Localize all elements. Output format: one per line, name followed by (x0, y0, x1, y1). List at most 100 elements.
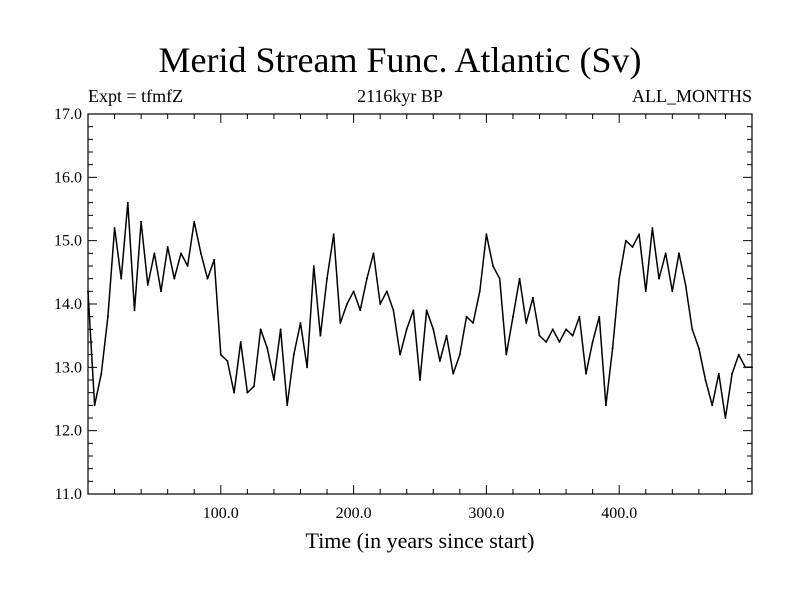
data-point (492, 265, 494, 267)
data-point (618, 277, 621, 280)
data-point (199, 252, 202, 255)
data-point (286, 404, 289, 407)
data-point (724, 417, 727, 419)
data-point (326, 277, 328, 280)
y-tick-label: 15.0 (54, 233, 82, 250)
y-tick-label: 16.0 (54, 169, 82, 186)
data-point (651, 227, 654, 229)
data-point (439, 360, 441, 362)
data-point (518, 277, 521, 280)
data-point (259, 328, 262, 331)
data-point (551, 328, 554, 331)
data-point (658, 277, 660, 280)
data-point (385, 290, 388, 293)
data-point (458, 353, 461, 356)
data-point (472, 322, 475, 324)
plot-frame (87, 113, 753, 495)
data-point (146, 284, 149, 286)
data-point (332, 233, 335, 236)
data-point (266, 347, 269, 350)
data-point (100, 372, 103, 375)
data-point (744, 366, 747, 369)
data-point (312, 265, 315, 267)
data-point (160, 290, 162, 293)
data-point (611, 347, 614, 350)
data-point (704, 379, 707, 381)
data-point (425, 309, 428, 312)
data-point (233, 391, 235, 394)
data-point (558, 341, 561, 343)
data-point (585, 372, 587, 375)
data-point (365, 277, 368, 280)
data-point (346, 303, 348, 305)
data-point (638, 233, 641, 236)
data-point (93, 404, 96, 407)
data-point (697, 347, 700, 350)
data-point (432, 328, 435, 331)
data-point (186, 265, 189, 267)
data-point (538, 334, 541, 337)
data-point (253, 385, 255, 388)
data-point (226, 360, 229, 362)
data-point (392, 309, 395, 312)
data-point (299, 322, 302, 324)
data-point (292, 353, 295, 356)
experiment-label: Expt = tfmfZ (88, 86, 184, 106)
axis-ticks: 11.0 12.0 13.0 14.0 15.0 16.0 17.0 100.0 200.0 30… (54, 106, 752, 522)
data-point (531, 296, 534, 299)
data-point (213, 258, 216, 261)
data-point (512, 315, 514, 318)
x-tick-label: 300.0 (468, 505, 504, 522)
x-tick-label: 400.0 (601, 505, 637, 522)
data-point (359, 309, 362, 312)
data-point (545, 341, 548, 343)
data-point (273, 379, 275, 381)
data-point (664, 252, 667, 255)
data-point (445, 334, 448, 337)
data-point (505, 353, 508, 356)
data-point (691, 328, 694, 331)
data-point (571, 334, 574, 337)
data-point (379, 303, 382, 305)
data-point (578, 315, 581, 318)
data-point (140, 220, 143, 223)
x-axis-label: Time (in years since start) (306, 528, 535, 553)
months-label: ALL_MONTHS (632, 86, 752, 106)
data-point (644, 290, 647, 293)
data-point (525, 322, 528, 324)
time-period-label: 2116kyr BP (357, 86, 443, 106)
data-point (126, 201, 129, 204)
data-point (246, 391, 249, 394)
y-tick-label: 17.0 (54, 106, 82, 123)
data-point (239, 341, 242, 343)
x-tick-label: 100.0 (203, 505, 239, 522)
data-point (180, 252, 182, 255)
y-tick-label: 14.0 (54, 296, 82, 313)
data-point (465, 315, 468, 318)
data-point (319, 334, 322, 337)
data-point (173, 277, 176, 280)
y-tick-label: 11.0 (55, 486, 82, 503)
data-point (405, 328, 408, 331)
y-tick-label: 13.0 (54, 359, 82, 376)
data-point (478, 290, 481, 293)
data-point (751, 366, 753, 369)
data-point (591, 341, 594, 343)
data-point (598, 315, 601, 318)
x-tick-label: 200.0 (336, 505, 372, 522)
data-point (624, 239, 627, 242)
data-point (352, 290, 355, 293)
data-point (711, 404, 714, 407)
series-layer (87, 201, 753, 419)
data-point (452, 372, 455, 375)
data-point (372, 252, 375, 255)
chart-title: Merid Stream Func. Atlantic (Sv) (158, 40, 642, 80)
data-point (678, 252, 680, 255)
data-point (87, 290, 89, 293)
data-point (419, 379, 421, 381)
data-point (717, 372, 720, 375)
data-point (113, 227, 116, 229)
data-point (671, 290, 674, 293)
data-point (107, 315, 109, 318)
data-point (306, 366, 309, 369)
